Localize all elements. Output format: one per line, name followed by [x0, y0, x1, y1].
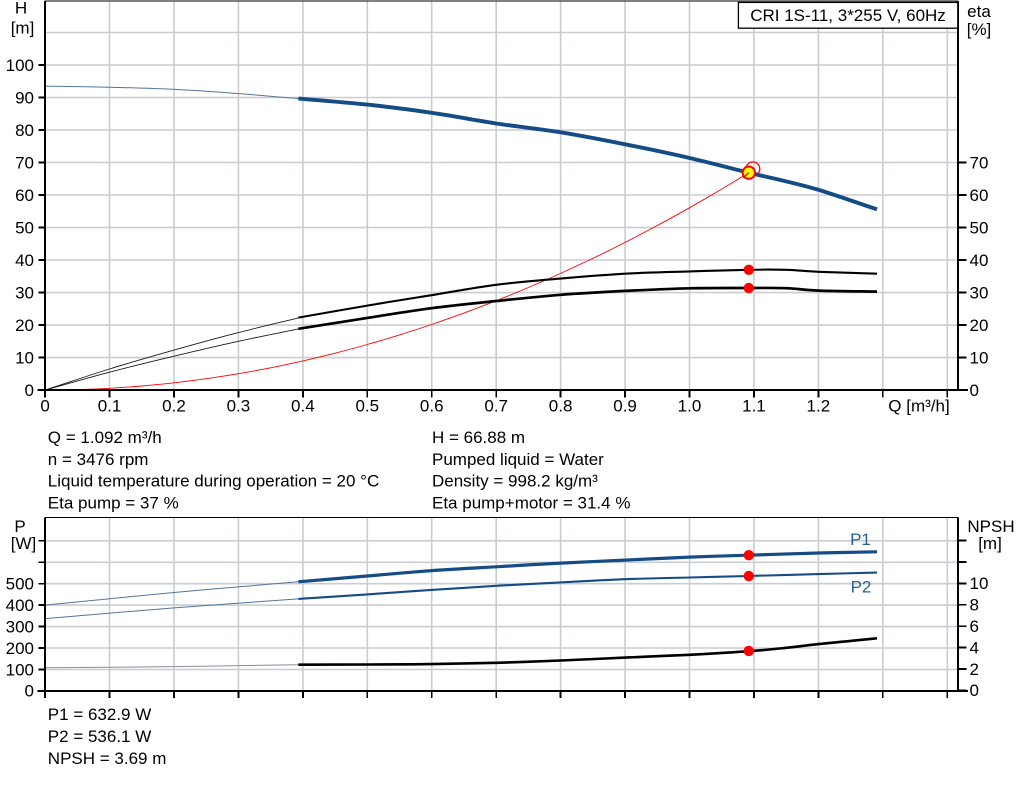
svg-text:P2 = 536.1 W: P2 = 536.1 W — [48, 727, 151, 746]
svg-text:Pumped liquid = Water: Pumped liquid = Water — [432, 450, 604, 469]
svg-text:NPSH: NPSH — [967, 517, 1014, 536]
svg-text:10: 10 — [15, 348, 34, 367]
svg-text:CRI 1S-11, 3*255 V, 60Hz: CRI 1S-11, 3*255 V, 60Hz — [750, 6, 946, 25]
svg-text:10: 10 — [970, 574, 989, 593]
svg-text:300: 300 — [6, 617, 34, 636]
svg-text:1.0: 1.0 — [678, 396, 702, 415]
svg-text:0: 0 — [25, 381, 34, 400]
svg-text:Q [m³/h]: Q [m³/h] — [888, 396, 949, 415]
svg-text:n = 3476 rpm: n = 3476 rpm — [48, 450, 149, 469]
svg-text:P: P — [14, 517, 25, 536]
svg-text:Eta pump = 37 %: Eta pump = 37 % — [48, 493, 179, 512]
svg-text:80: 80 — [15, 121, 34, 140]
svg-text:100: 100 — [6, 660, 34, 679]
svg-text:0.5: 0.5 — [355, 396, 379, 415]
svg-text:Liquid temperature during oper: Liquid temperature during operation = 20… — [48, 472, 379, 491]
svg-text:400: 400 — [6, 596, 34, 615]
svg-text:0.7: 0.7 — [484, 396, 508, 415]
svg-text:0.4: 0.4 — [291, 396, 315, 415]
svg-text:[m]: [m] — [978, 534, 1002, 553]
svg-text:90: 90 — [15, 88, 34, 107]
svg-text:[%]: [%] — [967, 20, 992, 39]
svg-text:[m]: [m] — [11, 19, 35, 38]
svg-text:Eta pump+motor = 31.4 %: Eta pump+motor = 31.4 % — [432, 493, 630, 512]
svg-text:1.1: 1.1 — [742, 396, 766, 415]
svg-text:60: 60 — [15, 186, 34, 205]
svg-text:30: 30 — [970, 283, 989, 302]
svg-text:8: 8 — [970, 596, 979, 615]
svg-text:70: 70 — [970, 153, 989, 172]
svg-text:200: 200 — [6, 639, 34, 658]
svg-text:H: H — [15, 0, 27, 18]
svg-text:20: 20 — [15, 316, 34, 335]
svg-text:NPSH = 3.69 m: NPSH = 3.69 m — [48, 749, 167, 768]
svg-text:H = 66.88 m: H = 66.88 m — [432, 428, 525, 447]
svg-text:eta: eta — [967, 2, 991, 21]
svg-text:40: 40 — [970, 251, 989, 270]
svg-text:0: 0 — [25, 682, 34, 701]
svg-text:20: 20 — [970, 316, 989, 335]
svg-text:Density = 998.2 kg/m³: Density = 998.2 kg/m³ — [432, 472, 598, 491]
svg-text:0.8: 0.8 — [549, 396, 573, 415]
svg-text:0.1: 0.1 — [98, 396, 122, 415]
svg-text:70: 70 — [15, 153, 34, 172]
svg-text:0.6: 0.6 — [420, 396, 444, 415]
svg-text:6: 6 — [970, 617, 979, 636]
svg-text:50: 50 — [970, 218, 989, 237]
svg-text:0: 0 — [970, 381, 979, 400]
svg-text:P2: P2 — [851, 578, 872, 597]
svg-text:P1: P1 — [850, 530, 871, 549]
svg-text:4: 4 — [970, 638, 979, 657]
svg-text:10: 10 — [970, 348, 989, 367]
svg-text:60: 60 — [970, 186, 989, 205]
svg-text:1.2: 1.2 — [807, 396, 831, 415]
svg-text:Q = 1.092 m³/h: Q = 1.092 m³/h — [48, 428, 162, 447]
svg-text:40: 40 — [15, 251, 34, 270]
svg-text:50: 50 — [15, 218, 34, 237]
svg-text:0.9: 0.9 — [613, 396, 637, 415]
svg-text:0.2: 0.2 — [162, 396, 186, 415]
svg-text:500: 500 — [6, 575, 34, 594]
svg-text:0: 0 — [40, 396, 49, 415]
svg-text:100: 100 — [6, 56, 34, 75]
svg-text:P1 = 632.9 W: P1 = 632.9 W — [48, 705, 151, 724]
svg-text:0: 0 — [970, 681, 979, 700]
svg-text:0.3: 0.3 — [227, 396, 251, 415]
svg-text:2: 2 — [970, 660, 979, 679]
svg-text:[W]: [W] — [11, 534, 37, 553]
svg-text:30: 30 — [15, 283, 34, 302]
